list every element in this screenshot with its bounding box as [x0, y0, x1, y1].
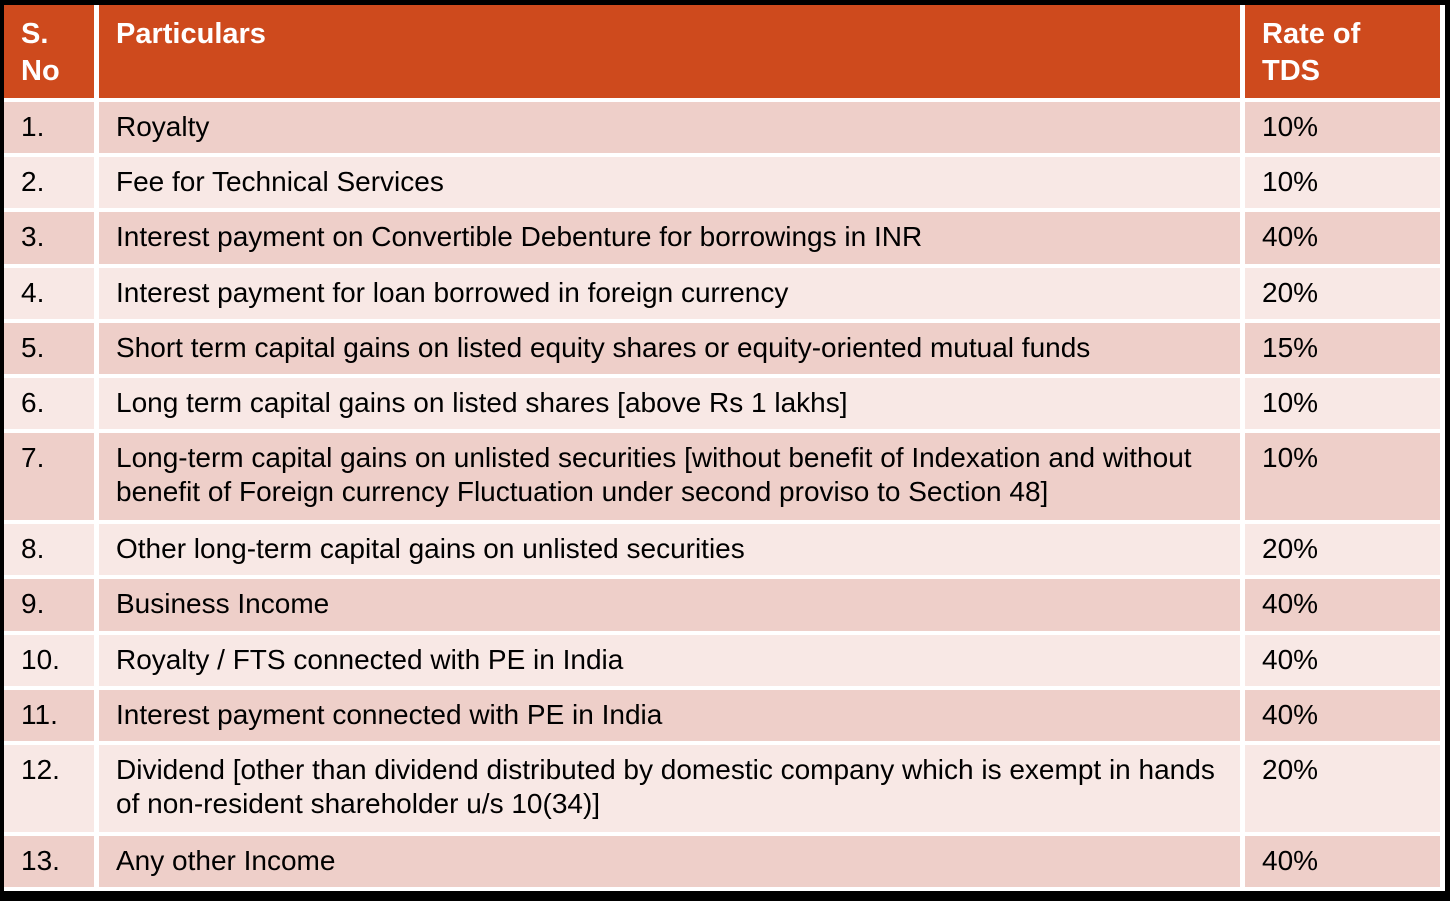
cell-particulars: Business Income	[99, 579, 1245, 635]
data-table: S. No Particulars Rate of TDS 1. Royalty 1…	[4, 5, 1445, 891]
cell-rate: 40%	[1245, 835, 1445, 891]
cell-particulars: Interest payment on Convertible Debentur…	[99, 212, 1245, 268]
cell-rate: 20%	[1245, 267, 1445, 323]
header-row: S. No Particulars Rate of TDS	[4, 5, 1445, 102]
cell-sno: 11.	[4, 689, 99, 746]
cell-sno: 13.	[4, 835, 99, 891]
cell-rate: 20%	[1245, 524, 1445, 580]
table-row: 5. Short term capital gains on listed equ…	[4, 322, 1445, 379]
cell-particulars: Royalty	[99, 102, 1245, 158]
table-row: 3. Interest payment on Convertible Debent…	[4, 212, 1445, 268]
table-row: 12. Dividend [other than dividend distrib…	[4, 745, 1445, 836]
cell-particulars: Other long-term capital gains on unliste…	[99, 524, 1245, 580]
table-row: 13. Any other Income 40%	[4, 835, 1445, 891]
cell-particulars: Any other Income	[99, 835, 1245, 891]
cell-rate: 10%	[1245, 378, 1445, 434]
table-body: 1. Royalty 10% 2. Fee for Technical Services…	[4, 102, 1445, 891]
header-rate-of-tds: Rate of TDS	[1245, 5, 1445, 102]
cell-sno: 4.	[4, 267, 99, 323]
cell-particulars: Interest payment connected with PE in In…	[99, 689, 1245, 746]
cell-sno: 7.	[4, 433, 99, 525]
cell-rate: 10%	[1245, 157, 1445, 213]
table-row: 9. Business Income 40%	[4, 579, 1445, 635]
cell-rate: 20%	[1245, 745, 1445, 836]
cell-rate: 15%	[1245, 322, 1445, 379]
cell-sno: 6.	[4, 378, 99, 434]
cell-particulars: Royalty / FTS connected with PE in India	[99, 634, 1245, 690]
cell-sno: 10.	[4, 634, 99, 690]
cell-sno: 12.	[4, 745, 99, 836]
table-row: 10. Royalty / FTS connected with PE in In…	[4, 634, 1445, 690]
cell-particulars: Short term capital gains on listed equit…	[99, 322, 1245, 379]
cell-sno: 9.	[4, 579, 99, 635]
cell-sno: 3.	[4, 212, 99, 268]
cell-rate: 10%	[1245, 102, 1445, 158]
cell-rate: 40%	[1245, 212, 1445, 268]
header-particulars: Particulars	[99, 5, 1245, 102]
table-row: 1. Royalty 10%	[4, 102, 1445, 158]
cell-rate: 40%	[1245, 689, 1445, 746]
table-row: 11. Interest payment connected with PE in…	[4, 689, 1445, 746]
cell-particulars: Dividend [other than dividend distribute…	[99, 745, 1245, 836]
header-sno: S. No	[4, 5, 99, 102]
cell-rate: 10%	[1245, 433, 1445, 525]
cell-particulars: Fee for Technical Services	[99, 157, 1245, 213]
cell-particulars: Interest payment for loan borrowed in fo…	[99, 267, 1245, 323]
table-row: 4. Interest payment for loan borrowed in …	[4, 267, 1445, 323]
cell-rate: 40%	[1245, 634, 1445, 690]
cell-sno: 2.	[4, 157, 99, 213]
table-row: 8. Other long-term capital gains on unlis…	[4, 524, 1445, 580]
table-row: 7. Long-term capital gains on unlisted se…	[4, 433, 1445, 525]
cell-particulars: Long term capital gains on listed shares…	[99, 378, 1245, 434]
cell-sno: 5.	[4, 322, 99, 379]
table-row: 6. Long term capital gains on listed shar…	[4, 378, 1445, 434]
cell-sno: 1.	[4, 102, 99, 158]
table-row: 2. Fee for Technical Services 10%	[4, 157, 1445, 213]
cell-sno: 8.	[4, 524, 99, 580]
cell-rate: 40%	[1245, 579, 1445, 635]
cell-particulars: Long-term capital gains on unlisted secu…	[99, 433, 1245, 525]
